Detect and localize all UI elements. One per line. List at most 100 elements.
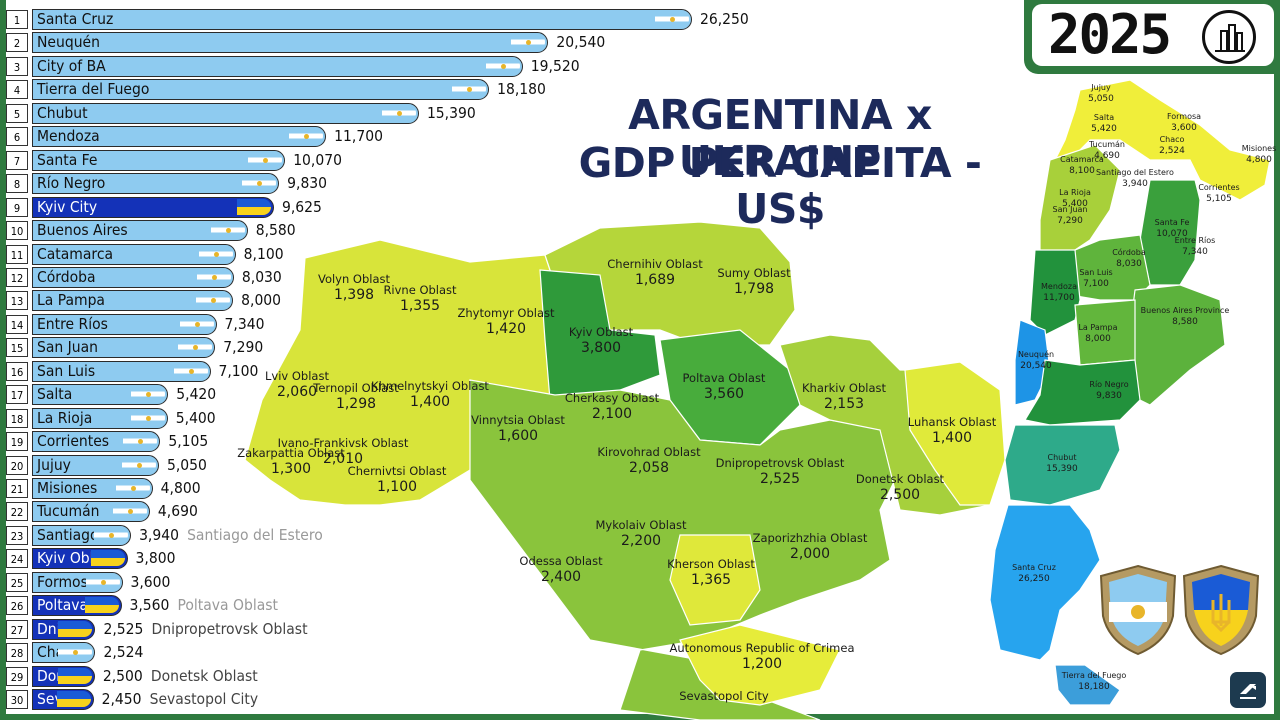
bar: Misiones: [32, 478, 153, 499]
map-region-value: 1,200: [742, 656, 782, 672]
bar-row: 19 Corrientes 5,105: [0, 430, 1000, 453]
map-region-value: 2,200: [621, 533, 661, 549]
bar-value: 18,180: [497, 80, 546, 99]
bar-row: 29 Dor 2,500 Donetsk Oblast: [0, 665, 1000, 688]
bar: Cha: [32, 642, 96, 664]
map-region-name: Khmelnytskyi Oblast: [371, 379, 489, 393]
bar-label: Kyiv City: [37, 197, 98, 216]
map-region-value: 1,298: [336, 396, 376, 412]
map-region-value: 1,400: [410, 394, 450, 410]
bar-full-name: Poltava Oblast: [177, 596, 278, 615]
map-region-value: 7,340: [1182, 247, 1208, 257]
bar-full-name: Sevastopol City: [149, 690, 259, 709]
map-region-name: Chernihiv Oblast: [607, 257, 703, 271]
argentina-flag-icon: [210, 222, 245, 239]
bar: Santiago: [32, 524, 132, 546]
map-region-name: Córdoba: [1112, 247, 1146, 257]
argentina-shield-icon: [1099, 564, 1177, 656]
map-region-name: Lviv Oblast: [265, 369, 329, 383]
bar-label: Salta: [37, 385, 73, 404]
map-region-name: Santa Fe: [1155, 218, 1190, 227]
bar: Río Negro: [32, 173, 280, 195]
rank-label: 26: [6, 596, 28, 616]
map-region-value: 7,100: [1083, 279, 1109, 289]
rank-label: 3: [6, 56, 28, 76]
bar-value: 7,100: [218, 361, 259, 380]
map-region-value: 4,690: [1094, 151, 1120, 161]
bar-row: 17 Salta 5,420: [0, 383, 1000, 406]
bar-value: 7,290: [223, 338, 264, 357]
map-region-name: Ternopil Oblast: [312, 381, 399, 395]
map-region-value: 8,000: [1085, 334, 1111, 344]
map-region-name: La Pampa: [1078, 323, 1117, 332]
bar: San Luis: [32, 360, 211, 382]
map-region-name: Sevastopol City: [679, 689, 769, 703]
bar-label: Dor: [37, 666, 62, 685]
map-region-value: 10,070: [1156, 229, 1188, 239]
bar: Corrientes: [32, 431, 161, 453]
building-icon: [1215, 24, 1245, 52]
argentina-rionegro-region: [1024, 359, 1141, 426]
argentina-flag-icon: [198, 245, 233, 262]
bar-value: 10,070: [293, 150, 342, 169]
rank-label: 29: [6, 666, 28, 686]
rank-label: 18: [6, 408, 28, 428]
map-region-name: San Juan: [1053, 205, 1088, 214]
map-region-name: Formosa: [1167, 112, 1201, 121]
ukraine-flag-icon: [90, 550, 125, 567]
ukraine-kherson-region: [669, 534, 761, 626]
bar-row: 4 Tierra del Fuego 18,180: [0, 78, 1000, 101]
map-region-value: 26,250: [1018, 574, 1050, 584]
map-region-value: 5,105: [1206, 194, 1232, 204]
map-region-value: 1,798: [734, 281, 774, 297]
argentina-flag-icon: [248, 151, 283, 168]
bar: San Juan: [32, 337, 216, 359]
bar-row: 10 Buenos Aires 8,580: [0, 219, 1000, 242]
map-region-value: 1,100: [377, 479, 417, 495]
bar: Kyiv Obl: [32, 548, 128, 570]
bar: Neuquén: [32, 32, 549, 54]
map-region-name: Luhansk Oblast: [908, 415, 997, 429]
map-region-value: 3,940: [1122, 179, 1148, 189]
argentina-flag-icon: [85, 573, 120, 590]
bar-row: 28 Cha 2,524: [0, 641, 1000, 664]
bar: Buenos Aires: [32, 220, 248, 242]
bar-label: San Luis: [37, 361, 96, 380]
map-region-value: 2,400: [541, 569, 581, 585]
bar-value: 5,420: [176, 385, 217, 404]
bar-value: 15,390: [426, 103, 476, 122]
rank-label: 13: [6, 291, 28, 311]
map-region-value: 5,400: [1062, 199, 1088, 209]
bar-label: Chubut: [37, 103, 88, 122]
map-region-value: 2,500: [880, 487, 920, 503]
bar: La Rioja: [32, 407, 168, 429]
rank-label: 23: [6, 525, 28, 545]
map-region-value: 9,830: [1096, 391, 1122, 401]
map-region-name: Río Negro: [1089, 380, 1128, 389]
map-region-name: Zakarpattia Oblast: [237, 446, 345, 460]
argentina-map: [989, 79, 1271, 706]
bar: Santa Cruz: [32, 9, 692, 30]
bar-label: Neuquén: [37, 33, 100, 52]
rank-label: 1: [6, 10, 28, 29]
map-region-name: Mendoza: [1041, 282, 1077, 291]
map-region-value: 1,300: [271, 461, 311, 477]
bar-full-name: Dnipropetrovsk Oblast: [151, 619, 308, 638]
bar-label: Formos: [37, 572, 88, 591]
bar: Kyiv City: [32, 196, 274, 218]
bar: Chubut: [32, 102, 419, 124]
map-region-name: Autonomous Republic of Crimea: [669, 641, 854, 655]
argentina-chubut-region: [1004, 424, 1121, 506]
ukraine-kyiv-region: [539, 269, 661, 413]
map-region-name: Kyiv Oblast: [569, 325, 634, 339]
bar-label: Santa Cruz: [37, 10, 114, 28]
argentina-tdf-region: [1054, 664, 1121, 706]
argentina-flag-icon: [196, 268, 231, 285]
rank-label: 20: [6, 455, 28, 475]
map-region-name: Tierra del Fuego: [1061, 671, 1127, 680]
map-region-name: Kharkiv Oblast: [802, 381, 887, 395]
ukraine-flag-icon: [56, 691, 91, 708]
bar-row: 14 Entre Ríos 7,340: [0, 313, 1000, 336]
bar-value: 2,525: [103, 619, 144, 638]
